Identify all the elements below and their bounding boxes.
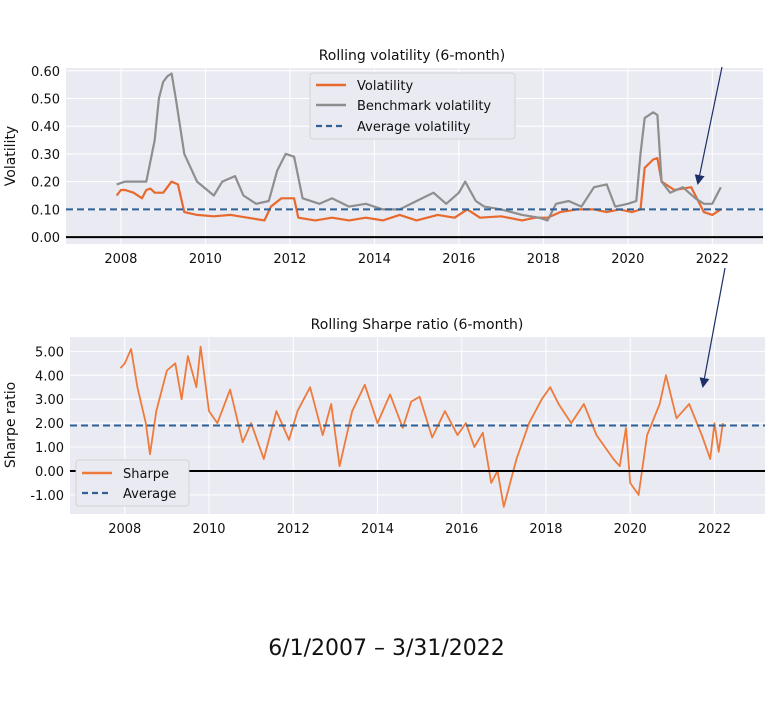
- bottom-x-tick-label: 2022: [698, 522, 731, 537]
- legend-volatility-label: Volatility: [357, 79, 413, 94]
- legend-average-label: Average: [123, 487, 176, 502]
- top-x-tick-label: 2008: [104, 252, 137, 267]
- date-range-caption: 6/1/2007 – 3/31/2022: [268, 636, 505, 661]
- top-y-tick-label: 0.00: [31, 231, 60, 246]
- bottom-x-tick-label: 2008: [108, 522, 141, 537]
- top-y-axis-label: Volatility: [3, 126, 19, 186]
- top-x-tick-label: 2020: [611, 252, 644, 267]
- bottom-y-tick-label: 1.00: [35, 441, 64, 456]
- top-y-tick-label: 0.10: [31, 203, 60, 218]
- bottom-chart-title: Rolling Sharpe ratio (6-month): [311, 317, 524, 333]
- bottom-ticks: 2008 2010 2012 2014 2016 2018 2020 2022 -1.00 0.0…: [30, 345, 731, 537]
- top-series: [66, 72, 763, 239]
- bottom-y-tick-label: 2.00: [35, 417, 64, 432]
- sharpe-series-line: [119, 345, 724, 508]
- bottom-x-tick-label: 2018: [529, 522, 562, 537]
- legend-sharpe-label: Sharpe: [123, 467, 169, 482]
- top-x-tick-label: 2016: [442, 252, 475, 267]
- top-x-tick-label: 2012: [273, 252, 306, 267]
- legend-benchmark-label: Benchmark volatility: [357, 99, 491, 114]
- top-legend: Volatility Benchmark volatility Average …: [309, 72, 516, 140]
- top-x-tick-label: 2022: [696, 252, 729, 267]
- top-x-tick-label: 2014: [358, 252, 391, 267]
- annotation-arrow-bottom: [699, 267, 726, 388]
- bottom-legend: Sharpe Average: [75, 459, 190, 507]
- top-ticks: 2008 2010 2012 2014 2016 2018 2020 2022 0.00 0.10…: [31, 65, 729, 267]
- top-y-tick-label: 0.50: [31, 92, 60, 107]
- top-y-tick-label: 0.30: [31, 148, 60, 163]
- bottom-x-tick-label: 2014: [361, 522, 394, 537]
- top-y-tick-label: 0.40: [31, 120, 60, 135]
- legend-average-volatility-label: Average volatility: [357, 120, 471, 135]
- top-chart-title: Rolling volatility (6-month): [319, 48, 506, 64]
- figure-canvas: Rolling volatility (6-month) 2008 2010 201…: [3, 48, 765, 537]
- bottom-y-tick-label: -1.00: [30, 489, 64, 504]
- top-x-tick-label: 2018: [527, 252, 560, 267]
- top-y-tick-label: 0.20: [31, 176, 60, 191]
- bottom-x-tick-label: 2010: [192, 522, 225, 537]
- top-legend-box: [309, 72, 516, 140]
- bottom-legend-box: [75, 459, 190, 507]
- bottom-y-tick-label: 5.00: [35, 345, 64, 360]
- bottom-y-tick-label: 3.00: [35, 393, 64, 408]
- annotation-arrow-top: [694, 66, 723, 185]
- volatility-series-line: [115, 157, 722, 222]
- bottom-y-tick-label: 0.00: [35, 465, 64, 480]
- bottom-y-axis-label: Sharpe ratio: [3, 382, 19, 468]
- bottom-x-tick-label: 2016: [445, 522, 478, 537]
- bottom-x-tick-label: 2012: [277, 522, 310, 537]
- top-x-tick-label: 2010: [189, 252, 222, 267]
- bottom-y-tick-label: 4.00: [35, 369, 64, 384]
- bottom-x-tick-label: 2020: [614, 522, 647, 537]
- top-y-tick-label: 0.60: [31, 65, 60, 80]
- benchmark-volatility-series-line: [116, 72, 722, 222]
